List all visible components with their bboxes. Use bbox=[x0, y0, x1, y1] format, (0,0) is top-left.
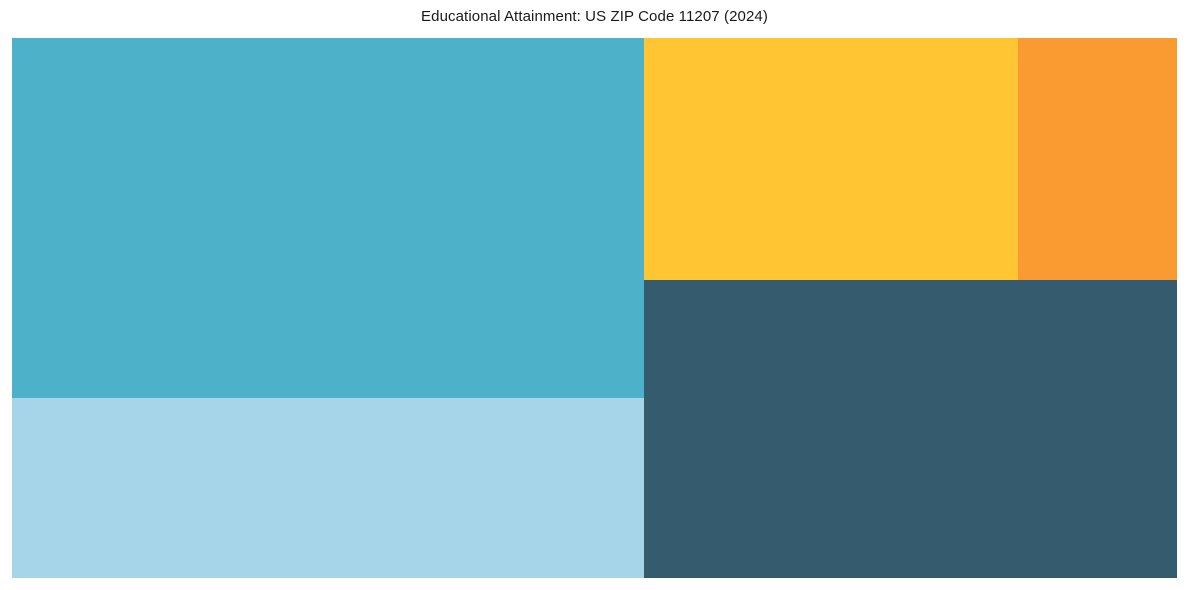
treemap-plot-area: High school graduate (or equivalent) 36.… bbox=[12, 38, 1177, 578]
treemap-tile-high-school-graduate[interactable]: High school graduate (or equivalent) 36.… bbox=[12, 38, 644, 398]
treemap-tile-some-college-associates[interactable]: Some college / Associate's degree 25.2% bbox=[643, 279, 1177, 578]
treemap-tile-graduate-professional-degree[interactable]: Graduate or professional degree 6.1% bbox=[1017, 38, 1177, 280]
treemap-tile-less-than-high-school[interactable]: Less than high school diploma 18.1% bbox=[12, 398, 644, 578]
chart-title: Educational Attainment: US ZIP Code 1120… bbox=[421, 8, 768, 25]
treemap-tile-bachelors-degree[interactable]: Bachelor's degree 14.4% bbox=[643, 38, 1018, 280]
